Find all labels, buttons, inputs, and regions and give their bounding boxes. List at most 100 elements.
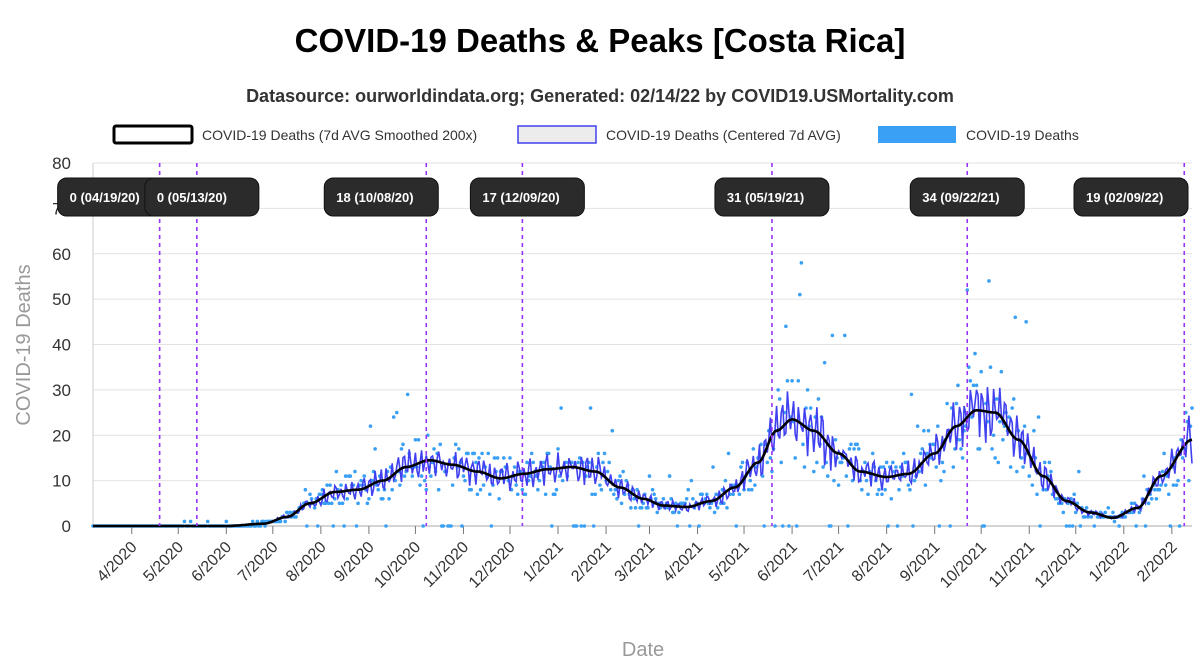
- peak-label-box: [144, 177, 260, 217]
- data-point: [576, 460, 580, 465]
- data-point: [508, 456, 512, 460]
- peak-label-box: [1073, 177, 1189, 217]
- x-tick-label: 10/2020: [371, 539, 424, 592]
- data-point: [926, 428, 931, 433]
- data-point: [798, 292, 802, 297]
- data-point: [677, 510, 681, 515]
- data-point: [934, 465, 939, 469]
- data-point: [746, 487, 751, 492]
- data-point: [340, 501, 345, 506]
- data-point: [897, 487, 901, 492]
- data-point: [1159, 483, 1163, 487]
- data-point: [492, 456, 497, 460]
- data-point: [463, 478, 467, 483]
- data-point: [784, 324, 788, 329]
- peak-label-box: [323, 177, 439, 217]
- data-point: [1174, 483, 1179, 487]
- data-point: [596, 451, 601, 456]
- data-point: [875, 492, 880, 497]
- data-point: [432, 447, 436, 451]
- data-point: [1142, 474, 1146, 478]
- peak-label: 31 (05/19/21): [727, 190, 804, 205]
- data-point: [839, 460, 844, 465]
- data-point: [1123, 515, 1128, 519]
- data-point: [422, 478, 427, 483]
- data-point: [329, 501, 334, 506]
- data-point: [846, 524, 850, 528]
- data-point: [294, 515, 298, 519]
- x-tick-label: 11/2021: [986, 539, 1038, 591]
- data-point: [263, 524, 267, 528]
- data-point: [1086, 515, 1090, 519]
- data-point: [711, 465, 715, 469]
- data-point: [860, 487, 864, 492]
- data-point: [398, 483, 402, 487]
- data-point: [1152, 487, 1157, 492]
- x-tick-label: 8/2021: [849, 539, 896, 586]
- data-point: [373, 447, 377, 451]
- data-point: [923, 483, 928, 487]
- data-point: [367, 496, 371, 501]
- data-point: [889, 496, 894, 501]
- data-point: [697, 524, 701, 528]
- data-point: [629, 506, 633, 510]
- data-point: [753, 483, 757, 487]
- data-point: [639, 506, 644, 510]
- data-point: [376, 487, 381, 492]
- centered-7d-avg-series: [93, 387, 1193, 527]
- data-point: [497, 496, 501, 501]
- data-point: [691, 496, 695, 501]
- data-point: [911, 524, 915, 528]
- data-point: [481, 483, 486, 487]
- data-point: [968, 379, 973, 383]
- data-point: [652, 492, 656, 497]
- data-point: [780, 524, 785, 528]
- data-point: [901, 451, 906, 456]
- data-point: [864, 478, 869, 483]
- data-point: [1008, 465, 1013, 469]
- data-point: [762, 524, 766, 528]
- data-point: [554, 487, 559, 492]
- data-point: [982, 524, 987, 528]
- data-point: [553, 492, 557, 497]
- data-point: [793, 456, 797, 460]
- data-point: [1112, 519, 1117, 524]
- data-point: [951, 465, 956, 469]
- data-point: [1015, 469, 1019, 474]
- data-point: [880, 492, 884, 497]
- data-point: [785, 379, 790, 383]
- data-point: [672, 510, 677, 515]
- data-point: [960, 456, 965, 460]
- data-point: [477, 456, 481, 460]
- data-point: [777, 397, 782, 401]
- data-point: [1187, 478, 1191, 483]
- data-point: [877, 487, 881, 492]
- data-point: [1149, 496, 1154, 501]
- data-point: [1021, 465, 1025, 469]
- data-point: [429, 474, 433, 478]
- data-point: [1038, 524, 1042, 528]
- data-point: [712, 510, 717, 515]
- data-point: [323, 501, 328, 506]
- data-point: [356, 501, 360, 506]
- data-point: [856, 447, 861, 451]
- data-point: [1157, 487, 1162, 492]
- data-point: [991, 433, 996, 438]
- data-point: [449, 524, 453, 528]
- data-point: [805, 388, 810, 392]
- data-point: [531, 460, 536, 465]
- data-point: [480, 451, 484, 456]
- data-point: [796, 379, 801, 383]
- data-point: [1064, 524, 1069, 528]
- data-point: [619, 501, 624, 506]
- data-point: [912, 478, 917, 483]
- data-point: [1171, 483, 1176, 487]
- data-point: [579, 524, 584, 528]
- data-point: [453, 442, 458, 447]
- data-point: [977, 447, 982, 451]
- data-point: [469, 487, 474, 492]
- x-tick-label: 3/2021: [612, 539, 659, 586]
- data-point: [1032, 428, 1036, 433]
- data-point: [802, 465, 807, 469]
